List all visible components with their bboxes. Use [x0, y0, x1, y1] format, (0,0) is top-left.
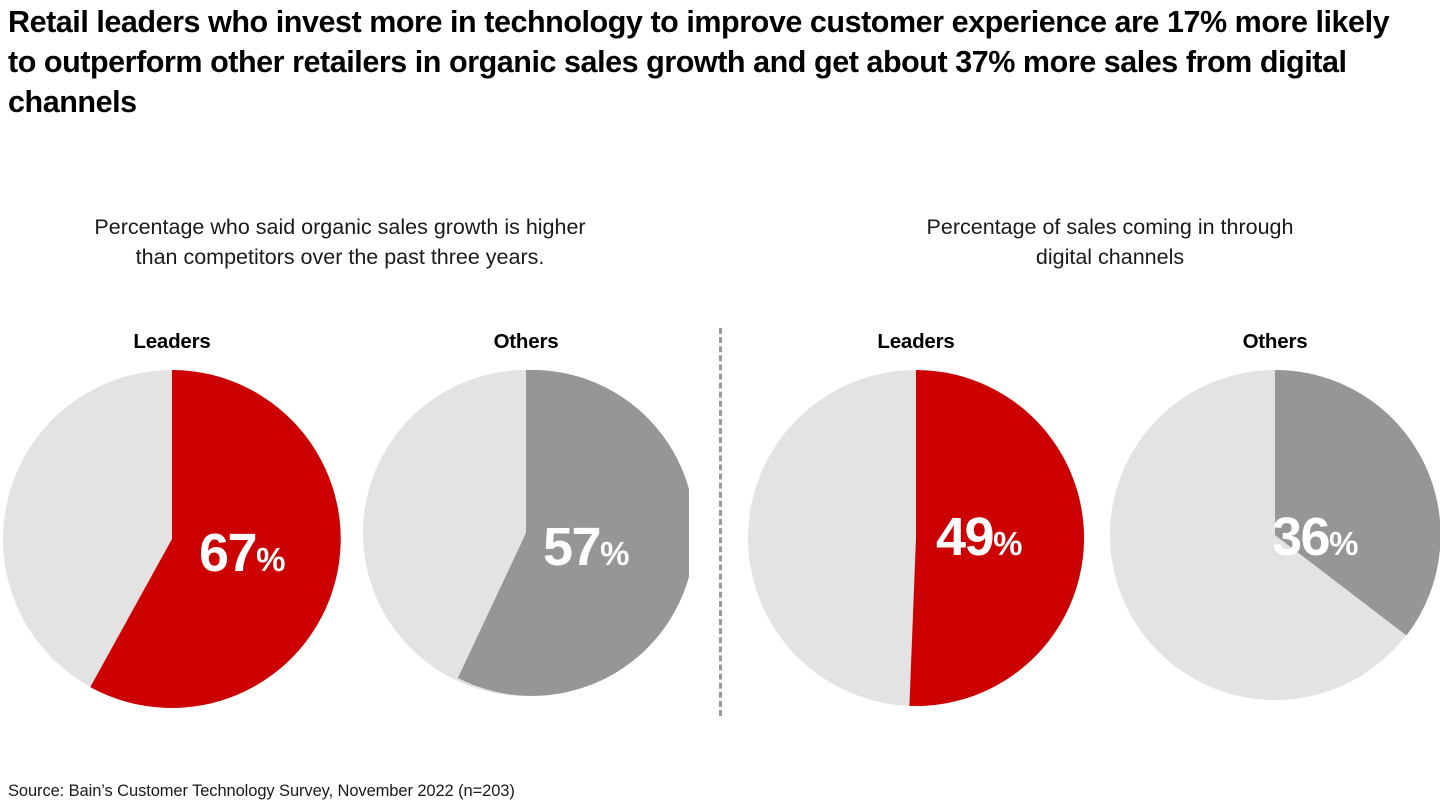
panel-divider	[719, 328, 722, 716]
pie-slices-leaders-organic-sales	[3, 370, 341, 713]
pie-label-others: Others	[493, 330, 559, 353]
page-title: Retail leaders who invest more in techno…	[8, 5, 1390, 119]
pie-slices-others-digital-channels	[1110, 369, 1440, 705]
panel-subtitle-digital-channels: Percentage of sales coming in through di…	[926, 215, 1294, 269]
pie-label-leaders: Leaders	[133, 330, 211, 353]
pie-slices-leaders-digital-channels	[748, 370, 1085, 711]
pie-label-others: Others	[1242, 330, 1308, 353]
pie-slice-value	[90, 370, 341, 708]
pie-slices-others-organic-sales	[363, 369, 696, 701]
source-note: Source: Bain’s Customer Technology Surve…	[8, 782, 515, 800]
pie-slice-value	[909, 370, 1085, 706]
pie-slice-value	[457, 369, 696, 696]
pie-slice-value	[1275, 369, 1440, 636]
panel-subtitle-organic-sales-growth: Percentage who said organic sales growth…	[94, 215, 586, 269]
pie-label-leaders: Leaders	[877, 330, 955, 353]
